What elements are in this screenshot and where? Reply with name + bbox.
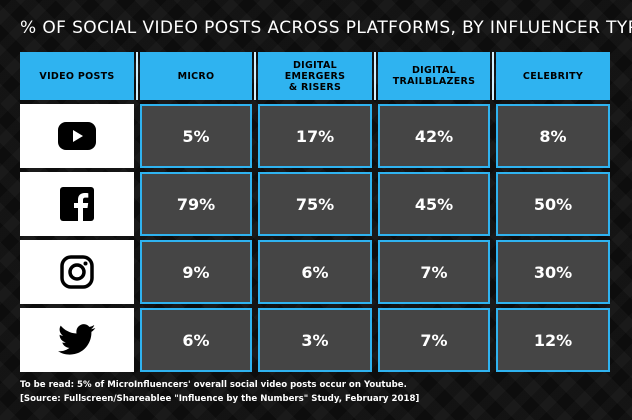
header-digital-trailblazers-label: DIGITAL TRAILBLAZERS xyxy=(392,65,476,87)
header-micro-label: MICRO xyxy=(177,70,215,82)
chart-title: % OF SOCIAL VIDEO POSTS ACROSS PLATFORMS… xyxy=(20,18,632,38)
instagram-icon xyxy=(60,255,94,289)
value-cell: 7% xyxy=(378,308,490,372)
value-cell: 6% xyxy=(258,240,372,304)
row-icon-facebook xyxy=(20,172,134,236)
twitter-icon xyxy=(58,324,96,355)
value-cell: 9% xyxy=(140,240,252,304)
row-icon-youtube xyxy=(20,104,134,168)
value-cell: 30% xyxy=(496,240,610,304)
value-cell: 12% xyxy=(496,308,610,372)
footnote-source: [Source: Fullscreen/Shareablee "Influenc… xyxy=(20,394,420,404)
header-divider xyxy=(374,52,376,100)
value-cell: 7% xyxy=(378,240,490,304)
value-cell: 75% xyxy=(258,172,372,236)
value-cell: 42% xyxy=(378,104,490,168)
value-cell: 6% xyxy=(140,308,252,372)
value-cell: 5% xyxy=(140,104,252,168)
header-digital-trailblazers: DIGITAL TRAILBLAZERS xyxy=(378,52,490,100)
header-video-posts: VIDEO POSTS xyxy=(20,52,134,100)
header-digital-emergers: DIGITAL EMERGERS & RISERS xyxy=(258,52,372,100)
row-icon-instagram xyxy=(20,240,134,304)
row-icon-twitter xyxy=(20,308,134,372)
header-digital-emergers-label: DIGITAL EMERGERS & RISERS xyxy=(284,59,346,93)
header-divider xyxy=(492,52,494,100)
header-celebrity: CELEBRITY xyxy=(496,52,610,100)
youtube-icon xyxy=(58,122,96,150)
value-cell: 17% xyxy=(258,104,372,168)
header-divider xyxy=(254,52,256,100)
value-cell: 8% xyxy=(496,104,610,168)
footnote-reading-guide: To be read: 5% of MicroInfluencers' over… xyxy=(20,380,407,390)
header-celebrity-label: CELEBRITY xyxy=(522,70,584,82)
value-cell: 45% xyxy=(378,172,490,236)
value-cell: 3% xyxy=(258,308,372,372)
header-divider xyxy=(136,52,138,100)
facebook-icon xyxy=(60,187,94,221)
header-micro: MICRO xyxy=(140,52,252,100)
value-cell: 79% xyxy=(140,172,252,236)
value-cell: 50% xyxy=(496,172,610,236)
